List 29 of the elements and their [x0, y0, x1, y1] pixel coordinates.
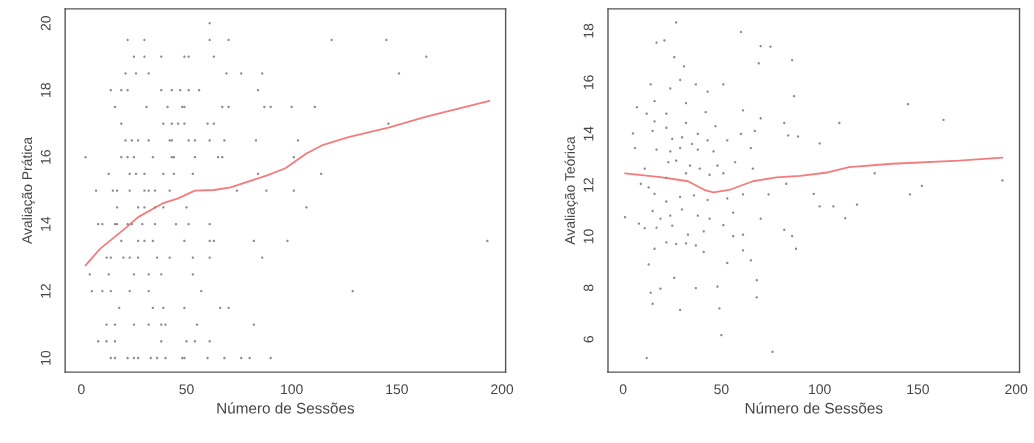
y-tick-label: 12 [583, 178, 594, 192]
x-tick-label: 50 [714, 384, 729, 395]
y-axis-title: Avaliação Prática [21, 136, 35, 244]
y-tick-label: 14 [40, 216, 51, 231]
x-tick-label: 150 [907, 384, 929, 395]
y-tick-label: 8 [583, 284, 594, 292]
x-tick-label: 150 [386, 384, 408, 395]
y-tick-label: 16 [583, 75, 594, 89]
line-series [84, 100, 491, 267]
y-tick-label: 18 [583, 23, 594, 38]
y-axis-title: Avaliação Teórica [564, 136, 578, 245]
x-axis-title: Número de Sessões [217, 402, 355, 414]
y-tick-label: 10 [40, 350, 51, 365]
x-tick-label: 100 [281, 384, 303, 395]
x-tick-label: 0 [619, 384, 627, 395]
y-tick-label: 12 [40, 284, 51, 298]
x-tick-label: 200 [491, 384, 514, 395]
y-tick-label: 16 [40, 150, 51, 164]
line-series [624, 156, 1004, 194]
y-tick-label: 18 [40, 83, 51, 97]
x-tick-label: 200 [1005, 384, 1028, 395]
x-tick-label: 100 [809, 384, 831, 395]
y-tick-label: 20 [40, 16, 51, 31]
x-tick-label: 50 [179, 384, 194, 395]
x-axis-title: Número de Sessões [745, 402, 883, 414]
y-tick-label: 10 [583, 229, 594, 244]
x-tick-label: 0 [78, 384, 85, 395]
y-tick-label: 14 [583, 126, 594, 141]
y-tick-label: 6 [583, 335, 594, 343]
